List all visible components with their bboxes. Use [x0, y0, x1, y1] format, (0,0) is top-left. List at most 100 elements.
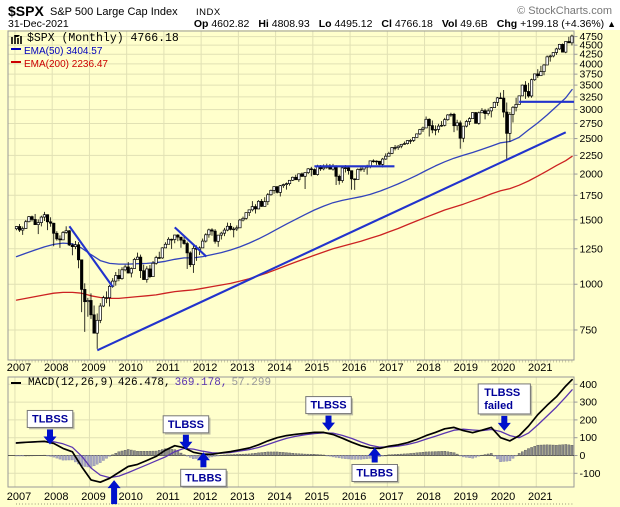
annotation-label: TLBBS [185, 472, 222, 484]
svg-text:2009: 2009 [81, 362, 105, 374]
svg-text:2017: 2017 [379, 362, 403, 374]
annotation-label: TLBBS [356, 467, 393, 479]
svg-text:2007: 2007 [7, 491, 31, 503]
svg-text:2016: 2016 [342, 491, 366, 503]
svg-text:2011: 2011 [156, 362, 180, 374]
exchange-label: INDX [196, 7, 221, 18]
annotation-label: TLBSS [32, 413, 68, 425]
svg-text:2008: 2008 [44, 362, 68, 374]
copyright: © StockCharts.com [517, 5, 612, 17]
svg-text:3750: 3750 [580, 69, 604, 81]
svg-text:2010: 2010 [118, 491, 142, 503]
ema50-legend: EMA(50) 3404.57 [11, 46, 179, 58]
tlbbs-annotation: TLBBS [351, 447, 400, 484]
annotation-box [162, 415, 210, 434]
macd-line [15, 378, 573, 484]
ema50-swatch [11, 48, 21, 51]
macd-signal-value: 369.178, [174, 377, 228, 389]
ema200-swatch [11, 61, 21, 64]
svg-text:2016: 2016 [342, 362, 366, 374]
annotation-box [305, 396, 352, 415]
svg-text:-100: -100 [580, 468, 601, 480]
down-arrow-icon [179, 434, 193, 450]
ema200-legend: EMA(200) 2236.47 [11, 59, 179, 71]
svg-text:2008: 2008 [44, 491, 68, 503]
down-arrow-icon [322, 415, 335, 431]
svg-text:2013: 2013 [230, 491, 254, 503]
index-name: S&P 500 Large Cap Index [50, 6, 178, 18]
macd-legend: MACD(12,26,9) 426.478, 369.178, 57.299 [11, 377, 271, 389]
macd-x-axis-years: 2007 2008 2009 2010 2011 2012 2013 2014 2015 2016… [7, 491, 553, 503]
svg-text:2250: 2250 [580, 150, 604, 162]
up-triangle-icon: ▲ [607, 19, 616, 29]
macd-legend-label: MACD(12,26,9) [28, 377, 114, 389]
tlbss-annotation: TLBSS [26, 409, 75, 445]
svg-text:2020: 2020 [491, 362, 515, 374]
svg-text:2021: 2021 [528, 491, 552, 503]
up-arrow-icon [368, 447, 382, 463]
svg-text:2021: 2021 [528, 362, 552, 374]
tlbbs-annotation: TLBBS [180, 452, 228, 489]
svg-text:1000: 1000 [580, 279, 604, 291]
svg-text:1750: 1750 [580, 190, 604, 202]
tlbss-annotation: TLBSS [162, 415, 211, 450]
svg-text:2020: 2020 [491, 491, 515, 503]
down-arrow-icon [497, 415, 511, 431]
change-value: Chg +199.18 (+4.36%) ▲ [496, 18, 616, 30]
annotation-label: TLBSS [311, 400, 347, 412]
svg-text:4500: 4500 [580, 40, 604, 52]
ema50-line [15, 88, 573, 265]
volume-value: Vol 49.6B [441, 18, 488, 30]
price-panel: 7501000125015001750200022502500275030003… [7, 30, 603, 374]
macd-panel: -100 0 100 200 300 400 2007 2008 2009 2010 2011 201… [7, 376, 601, 505]
svg-text:3250: 3250 [580, 91, 604, 103]
annotation-label: TLBSS [484, 387, 520, 399]
svg-text:2015: 2015 [305, 362, 329, 374]
svg-text:200: 200 [580, 414, 598, 426]
open-value: Op 4602.82 [193, 18, 250, 30]
down-trendline-2008 [68, 225, 114, 288]
annotation-box [477, 383, 531, 415]
tlbss-annotation: TLBSS [305, 396, 354, 431]
chart-icon [11, 34, 22, 44]
price-grid [8, 31, 574, 360]
svg-text:1500: 1500 [580, 214, 604, 226]
quote-row: 31-Dec-2021 Op 4602.82 Hi 4808.93 Lo 449… [8, 18, 616, 30]
svg-text:2015: 2015 [305, 491, 329, 503]
down-trendline-2011 [174, 226, 208, 258]
up-arrow-icon [107, 480, 121, 505]
svg-text:1250: 1250 [580, 243, 604, 255]
macd-swatch [11, 382, 21, 384]
svg-text:2012: 2012 [193, 491, 217, 503]
svg-text:2013: 2013 [230, 362, 254, 374]
annotation-box [351, 463, 398, 482]
annotation-label: failed [484, 400, 513, 412]
header-bar: $SPX S&P 500 Large Cap Index INDX © Stoc… [0, 0, 620, 30]
price-legend-main: $SPX (Monthly) 4766.18 [27, 32, 179, 45]
svg-text:2014: 2014 [267, 362, 291, 374]
svg-text:2500: 2500 [580, 133, 604, 145]
svg-text:2000: 2000 [580, 169, 604, 181]
up-arrow-icon [196, 452, 210, 468]
close-value: Cl 4766.18 [381, 18, 433, 30]
price-y-axis-labels: 7501000125015001750200022502500275030003… [574, 31, 603, 336]
svg-text:0: 0 [580, 450, 586, 462]
svg-text:3000: 3000 [580, 104, 604, 116]
svg-text:400: 400 [580, 379, 598, 391]
price-legend: $SPX (Monthly) 4766.18 EMA(50) 3404.57 E… [11, 33, 179, 71]
annotation-label: TLBSS [168, 419, 204, 431]
annotation-box [180, 468, 227, 487]
svg-text:2010: 2010 [118, 362, 142, 374]
svg-text:3500: 3500 [580, 80, 604, 92]
macd-hist-value: 57.299 [231, 377, 272, 389]
high-value: Hi 4808.93 [258, 18, 310, 30]
low-value: Lo 4495.12 [318, 18, 373, 30]
svg-text:4250: 4250 [580, 49, 604, 61]
svg-text:2017: 2017 [379, 491, 403, 503]
tlbbs-annotation [107, 480, 121, 505]
svg-text:2009: 2009 [81, 491, 105, 503]
price-x-axis-years: 2007 2008 2009 2010 2011 2012 2013 2014 2015 2016… [7, 362, 553, 374]
